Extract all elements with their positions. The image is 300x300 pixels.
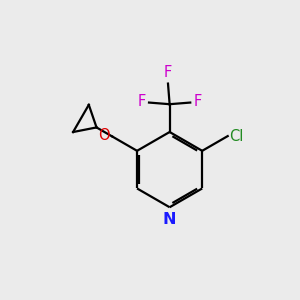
Text: F: F bbox=[137, 94, 146, 109]
Text: F: F bbox=[164, 65, 172, 80]
Text: N: N bbox=[163, 212, 176, 226]
Text: F: F bbox=[194, 94, 202, 109]
Text: O: O bbox=[98, 128, 110, 142]
Text: Cl: Cl bbox=[229, 129, 244, 144]
